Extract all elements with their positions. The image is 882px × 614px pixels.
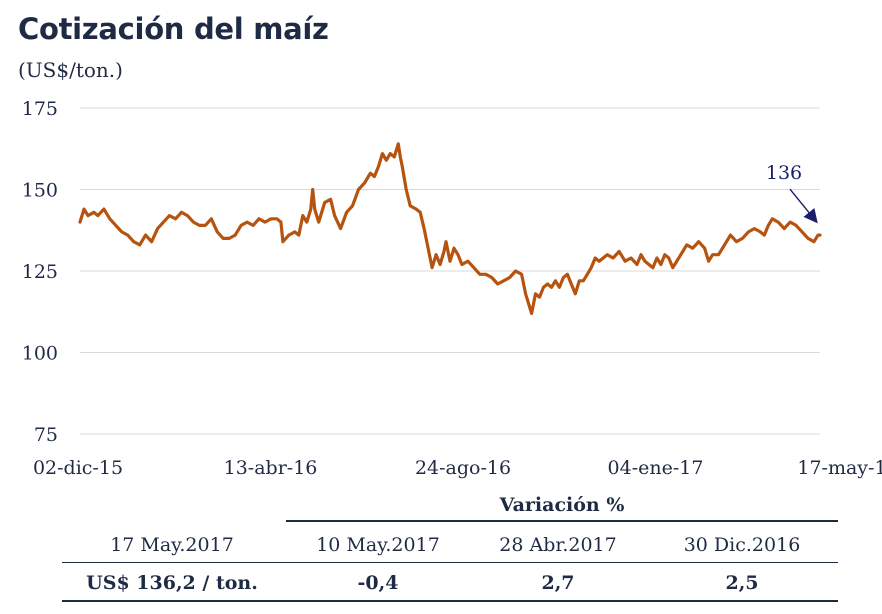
x-tick-label: 02-dic-15 bbox=[33, 457, 123, 479]
x-tick-label: 24-ago-16 bbox=[415, 457, 511, 479]
x-tick-label: 04-ene-17 bbox=[608, 457, 704, 479]
y-axis-ticks: 175 150 125 100 75 bbox=[22, 98, 58, 446]
annotation-arrow bbox=[789, 188, 818, 224]
y-tick-label: 175 bbox=[22, 98, 58, 120]
y-tick-label: 125 bbox=[22, 261, 58, 283]
grid-lines bbox=[80, 107, 820, 435]
x-tick-label: 17-may-17 bbox=[797, 457, 882, 479]
chart-title: Cotización del maíz bbox=[18, 12, 329, 46]
x-axis-ticks: 02-dic-15 13-abr-16 24-ago-16 04-ene-17 17-m… bbox=[33, 457, 882, 479]
x-tick-label: 13-abr-16 bbox=[224, 457, 318, 479]
last-value-annotation: 136 bbox=[766, 162, 818, 224]
y-tick-label: 100 bbox=[22, 343, 58, 365]
y-tick-label: 150 bbox=[22, 180, 58, 202]
corn-price-line bbox=[78, 142, 822, 315]
y-tick-label: 75 bbox=[34, 424, 58, 446]
annotation-label: 136 bbox=[766, 162, 802, 184]
chart-subtitle: (US$/ton.) bbox=[18, 58, 123, 82]
